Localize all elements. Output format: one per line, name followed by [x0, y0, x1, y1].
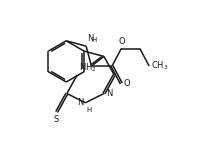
Text: O: O — [118, 37, 125, 46]
Text: H: H — [86, 107, 91, 113]
Text: O: O — [123, 79, 130, 88]
Text: N: N — [106, 89, 113, 98]
Text: S: S — [54, 115, 59, 124]
Text: CH$_3$: CH$_3$ — [151, 60, 168, 72]
Text: NH$_2$: NH$_2$ — [79, 62, 97, 74]
Text: N: N — [77, 98, 83, 107]
Text: N: N — [87, 34, 93, 43]
Text: H: H — [91, 37, 97, 43]
